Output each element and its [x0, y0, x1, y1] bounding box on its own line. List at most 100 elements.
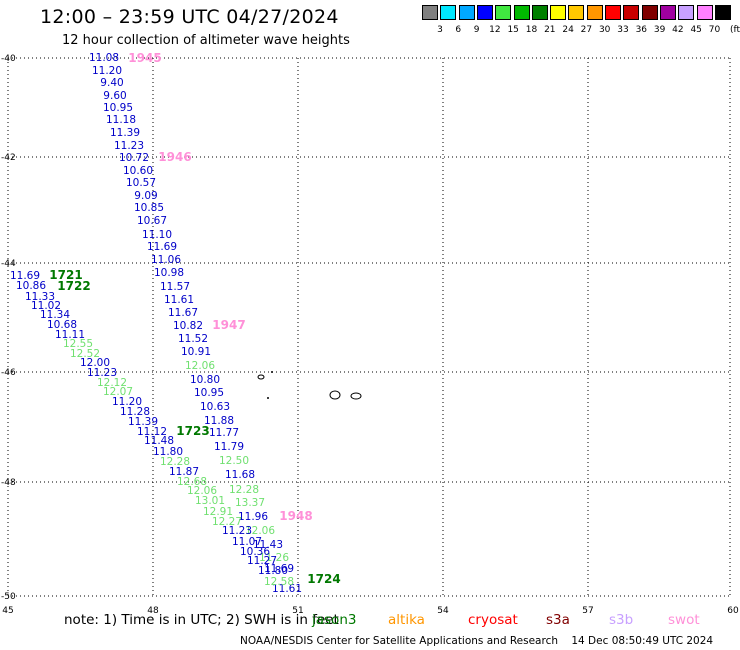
wave-height-label: 11.61 — [272, 583, 302, 595]
color-scale-label: 33 — [617, 25, 629, 35]
wave-height-label: 10.85 — [134, 202, 164, 214]
color-scale-unit: (ft) — [730, 25, 740, 35]
map-subtitle: 12 hour collection of altimeter wave hei… — [62, 33, 350, 48]
color-swatch — [678, 5, 695, 20]
wave-height-label: 11.67 — [168, 307, 198, 319]
wave-height-label: 12.91 — [203, 506, 233, 518]
wave-height-label: 10.72 — [119, 152, 149, 164]
wave-height-label: 9.60 — [103, 90, 126, 102]
satellite-legend-swot: swot — [668, 612, 700, 628]
color-swatch — [714, 5, 731, 20]
wave-height-label: 11.69 — [264, 563, 294, 575]
wave-height-label: 11.39 — [110, 127, 140, 139]
color-swatch — [476, 5, 493, 20]
color-swatch — [513, 5, 530, 20]
wave-height-label: 13.01 — [195, 495, 225, 507]
wave-height-label: 10.36 — [240, 546, 270, 558]
wave-height-label: 12.28 — [160, 456, 190, 468]
color-scale-label: 3 — [437, 25, 443, 35]
wave-height-label: 11.69 — [147, 241, 177, 253]
color-swatch — [495, 5, 512, 20]
credit-line: NOAA/NESDIS Center for Satellite Applica… — [240, 635, 713, 647]
color-swatch — [641, 5, 658, 20]
map-title: 12:00 – 23:59 UTC 04/27/2024 — [40, 6, 339, 28]
wave-height-label: 10.82 — [173, 320, 203, 332]
pass-time-label: 1947 — [212, 318, 245, 332]
pass-time-label: 1722 — [57, 279, 90, 293]
wave-height-label: 11.39 — [128, 416, 158, 428]
wave-height-label: 10.63 — [200, 401, 230, 413]
pass-time-label: 1945 — [128, 51, 161, 65]
wave-height-label: 11.61 — [164, 294, 194, 306]
wave-height-label: 11.28 — [120, 406, 150, 418]
wave-height-label: 11.12 — [137, 426, 167, 438]
wave-height-label: 11.34 — [40, 309, 70, 321]
wave-height-label: 11.08 — [89, 52, 119, 64]
color-scale-label: 30 — [598, 25, 611, 35]
lon-tick-label: 45 — [2, 606, 13, 616]
wave-height-label: 11.88 — [204, 415, 234, 427]
lat-tick-label: -42 — [1, 153, 16, 163]
color-scale-label: 36 — [635, 25, 648, 35]
color-swatch — [659, 5, 676, 20]
wave-height-label: 11.43 — [253, 539, 283, 551]
wave-height-label: 10.95 — [194, 387, 224, 399]
lat-tick-label: -50 — [1, 592, 16, 602]
wave-height-label: 11.69 — [10, 270, 40, 282]
wave-height-label: 11.48 — [144, 435, 174, 447]
wave-height-label: 10.95 — [103, 102, 133, 114]
longitude-labels: 45 48 51 54 57 60 — [2, 606, 739, 616]
wave-height-label: 11.11 — [55, 329, 85, 341]
lat-tick-label: -44 — [1, 259, 16, 269]
wave-height-label: 11.26 — [259, 552, 289, 564]
color-swatch — [550, 5, 567, 20]
wave-height-label: 12.68 — [177, 476, 207, 488]
wave-height-label: 12.06 — [185, 360, 215, 372]
lon-tick-label: 54 — [437, 606, 449, 616]
lat-tick-label: -40 — [1, 54, 16, 64]
island-outline — [350, 392, 362, 400]
color-scale-label: 24 — [562, 25, 574, 35]
wave-height-label: 11.57 — [160, 281, 190, 293]
wave-height-label: 10.80 — [190, 374, 220, 386]
color-swatch — [568, 5, 585, 20]
lon-tick-label: 57 — [582, 606, 593, 616]
color-scale-label: 18 — [525, 25, 538, 35]
color-swatch — [696, 5, 713, 20]
color-swatch — [605, 5, 621, 20]
wave-height-label: 11.06 — [151, 254, 181, 266]
wave-height-label: 12.55 — [63, 338, 93, 350]
island-outline — [267, 397, 269, 399]
wave-height-label: 11.23 — [114, 140, 144, 152]
wave-height-label: 11.27 — [247, 555, 277, 567]
wave-height-label: 11.18 — [106, 114, 136, 126]
wave-height-label: 12.52 — [70, 348, 100, 360]
color-swatch — [440, 5, 457, 20]
satellite-legend-altika: altika — [388, 612, 425, 628]
latitude-labels: -40 -42 -44 -46 -48 -50 — [1, 54, 16, 602]
wave-height-label: 12.00 — [80, 357, 110, 369]
satellite-legend-cryosat: cryosat — [468, 612, 518, 628]
wave-height-label: 12.06 — [187, 485, 217, 497]
pass-time-label: 1721 — [49, 268, 82, 282]
lon-tick-label: 51 — [292, 606, 303, 616]
satellite-legend-s3a: s3a — [546, 612, 570, 628]
pass-time-label: 1948 — [279, 509, 312, 523]
wave-height-label: 12.06 — [245, 525, 275, 537]
wave-height-label: 11.79 — [214, 441, 244, 453]
color-scale-label: 9 — [473, 25, 480, 35]
island-outlines — [257, 371, 362, 400]
satellite-legend-s3b: s3b — [609, 612, 634, 628]
wave-height-label: 11.80 — [153, 446, 183, 458]
generated-timestamp: 14 Dec 08:50:49 UTC 2024 — [571, 635, 714, 647]
wave-height-observations: 11.0811.209.409.6010.9511.1811.3911.2310… — [10, 52, 302, 595]
color-scale-label: 15 — [507, 25, 519, 35]
wave-height-label: 11.20 — [112, 396, 142, 408]
wave-height-label: 11.52 — [178, 333, 208, 345]
color-scale-label: 27 — [580, 25, 593, 35]
color-swatch — [623, 5, 640, 20]
lat-lon-grid — [7, 57, 731, 597]
